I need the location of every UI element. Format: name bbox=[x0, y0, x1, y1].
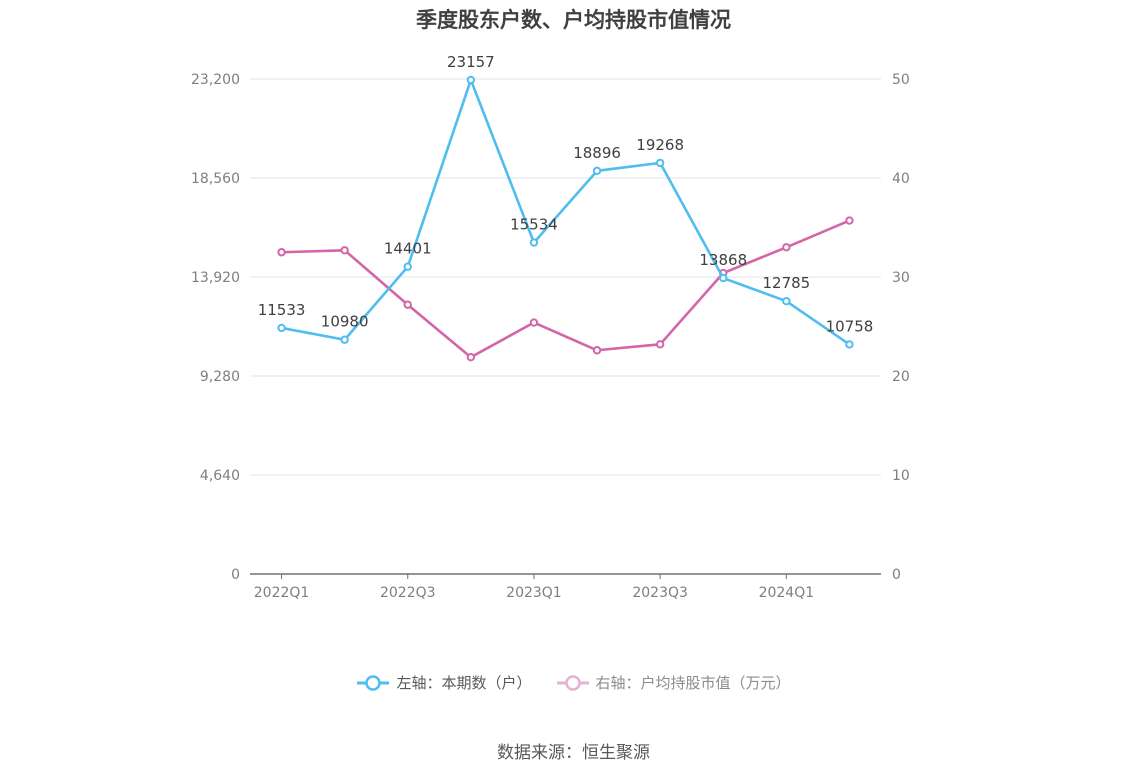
legend-marker-households-icon bbox=[357, 674, 390, 691]
y-right-tick-label: 0 bbox=[892, 567, 901, 583]
avg-value-point bbox=[340, 246, 349, 255]
households-data-label: 10980 bbox=[321, 313, 369, 331]
x-tick-label: 2023Q3 bbox=[632, 585, 688, 601]
legend-item-households[interactable]: 左轴：本期数（户） bbox=[356, 672, 532, 693]
y-left-tick-label: 4,640 bbox=[200, 468, 240, 484]
avg-value-point bbox=[529, 318, 539, 327]
legend-label-households: 左轴：本期数（户） bbox=[396, 674, 532, 692]
households-data-label: 15534 bbox=[510, 216, 558, 234]
avg-value-point bbox=[782, 243, 791, 252]
chart-title: 季度股东户数、户均持股市值情况 bbox=[416, 8, 731, 32]
households-point bbox=[592, 166, 602, 176]
households-point bbox=[466, 75, 476, 85]
y-right-tick-label: 50 bbox=[892, 72, 910, 88]
legend-label-avg-value: 右轴：户均持股市值（万元） bbox=[595, 674, 791, 692]
chart-legend: 左轴：本期数（户） 右轴：户均持股市值（万元） bbox=[0, 672, 1147, 693]
x-tick-label: 2024Q1 bbox=[759, 585, 815, 601]
households-data-label: 12785 bbox=[762, 274, 810, 292]
y-left-tick-label: 18,560 bbox=[191, 171, 240, 187]
households-point bbox=[655, 158, 665, 168]
households-series-line bbox=[281, 78, 851, 346]
households-data-label: 19268 bbox=[636, 136, 684, 154]
households-data-label: 23157 bbox=[447, 53, 495, 71]
households-point bbox=[845, 340, 854, 349]
households-point bbox=[277, 323, 286, 333]
avg-value-point bbox=[277, 248, 286, 257]
y-left-tick-label: 9,280 bbox=[200, 369, 240, 385]
households-data-label: 14401 bbox=[384, 240, 432, 258]
data-source: 数据来源：恒生聚源 bbox=[497, 743, 650, 763]
households-point bbox=[782, 297, 791, 306]
households-data-label: 10758 bbox=[826, 317, 874, 335]
households-point bbox=[403, 262, 412, 271]
y-left-tick-label: 13,920 bbox=[191, 270, 240, 286]
legend-item-avg-value[interactable]: 右轴：户均持股市值（万元） bbox=[556, 672, 791, 693]
y-left-tick-label: 23,200 bbox=[191, 72, 240, 88]
y-right-tick-label: 40 bbox=[892, 171, 910, 187]
avg-value-series-line bbox=[281, 219, 850, 359]
households-data-label: 18896 bbox=[573, 144, 621, 162]
avg-value-point bbox=[403, 300, 412, 309]
y-left-tick-label: 0 bbox=[231, 567, 240, 583]
households-data-label: 11533 bbox=[258, 301, 306, 319]
x-tick-label: 2022Q1 bbox=[254, 585, 310, 601]
households-point bbox=[529, 238, 539, 247]
avg-value-point bbox=[592, 346, 602, 355]
y-right-tick-label: 10 bbox=[892, 468, 910, 484]
households-data-label: 13868 bbox=[699, 251, 747, 269]
y-right-tick-label: 20 bbox=[892, 369, 910, 385]
households-point bbox=[340, 335, 349, 344]
x-tick-label: 2023Q1 bbox=[506, 585, 562, 601]
avg-value-point bbox=[466, 352, 476, 362]
avg-value-point bbox=[845, 216, 854, 225]
y-right-tick-label: 30 bbox=[892, 270, 910, 286]
households-point bbox=[719, 273, 728, 283]
legend-marker-avg-value-icon bbox=[556, 674, 589, 691]
x-tick-label: 2022Q3 bbox=[380, 585, 436, 601]
avg-value-point bbox=[655, 340, 665, 349]
